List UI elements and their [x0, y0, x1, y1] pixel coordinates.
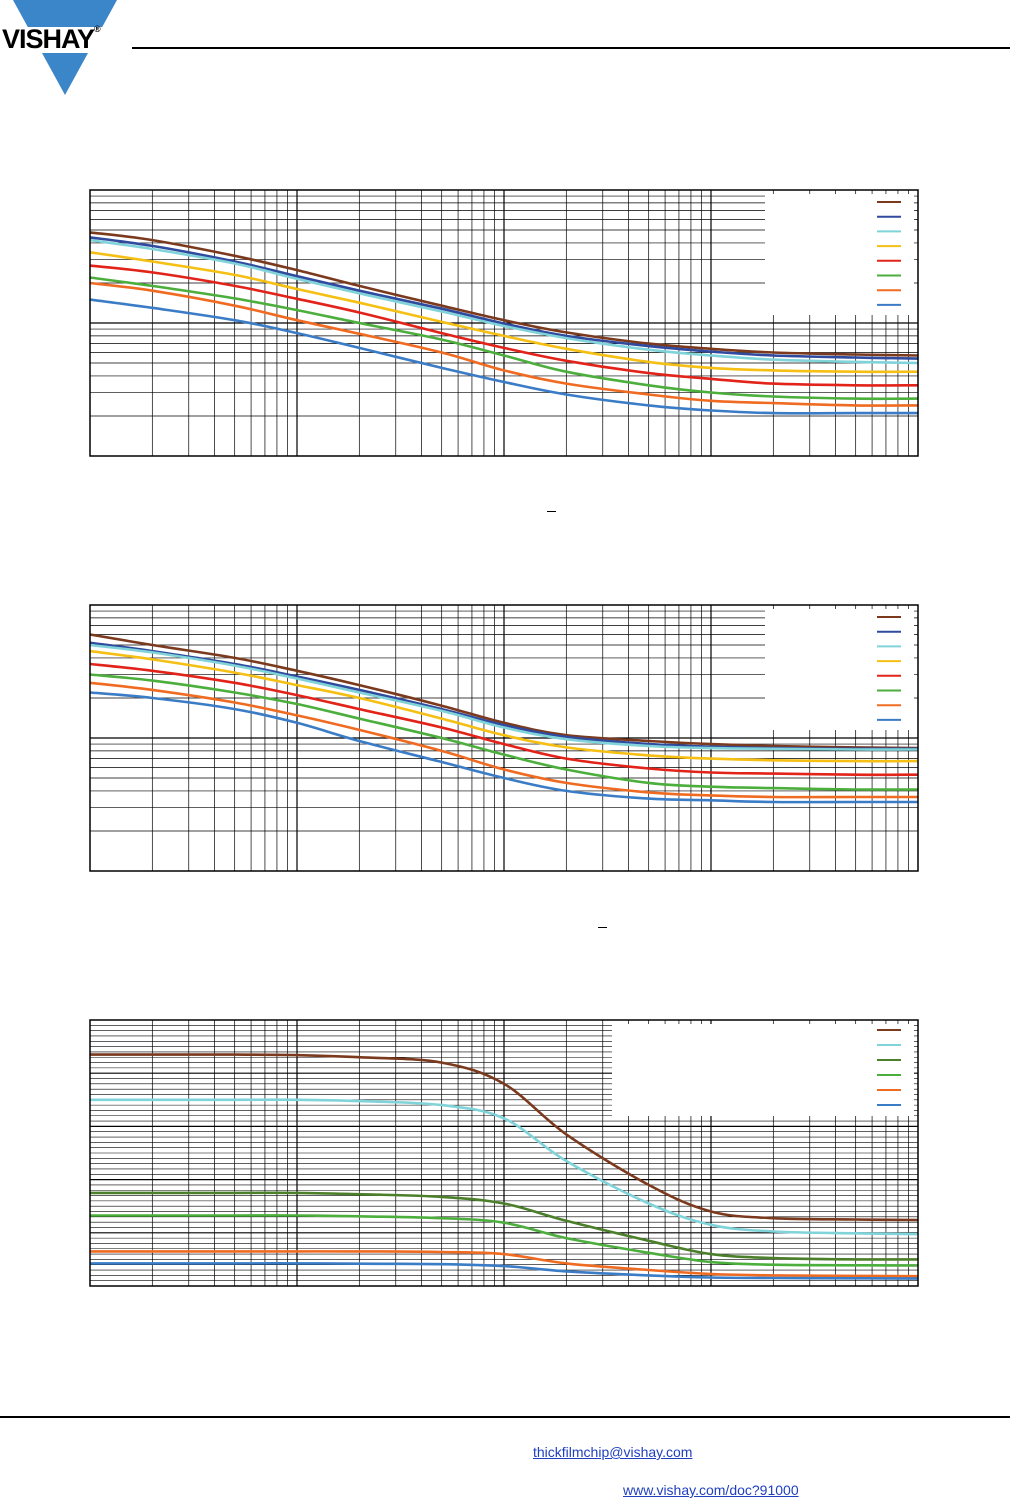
- legend: [765, 194, 914, 315]
- email-link[interactable]: thickfilmchip@vishay.com: [533, 1444, 693, 1460]
- chart-3-svg: [89, 1019, 919, 1287]
- chart-1-caption-mark: [547, 511, 556, 512]
- series-line-3: [89, 643, 919, 751]
- series-line-8: [89, 298, 918, 415]
- legend: [612, 1024, 914, 1116]
- series-line-4: [90, 1214, 919, 1267]
- series-line-5: [89, 264, 919, 387]
- series-line-7: [89, 281, 919, 407]
- series-line-7: [89, 681, 918, 799]
- plot-frame: [89, 604, 919, 872]
- legend-box: [612, 1024, 914, 1116]
- series-line-2: [89, 1098, 919, 1236]
- legend-box: [765, 194, 914, 315]
- website-link[interactable]: www.vishay.com/doc?91000: [623, 1482, 799, 1498]
- vishay-logo-mark-icon: [0, 0, 118, 95]
- legend: [765, 609, 914, 730]
- plot-frame: [89, 189, 919, 457]
- header-rule: [132, 47, 1010, 49]
- series: [89, 1053, 919, 1280]
- legend-box: [765, 609, 914, 730]
- plot-frame: [89, 1019, 919, 1287]
- chart-2-svg: [89, 604, 919, 872]
- series-line-4: [89, 649, 919, 763]
- series-line-6: [90, 1262, 919, 1280]
- series-line-8: [89, 691, 918, 804]
- chart-2: [89, 604, 919, 872]
- series-line-6: [89, 673, 919, 791]
- chart-2-caption-mark: [598, 927, 607, 928]
- series-line-5: [90, 1250, 919, 1278]
- series-line-3: [90, 1191, 919, 1261]
- series-line-5: [89, 662, 919, 777]
- series-line-3: [89, 238, 919, 365]
- vishay-logo: VISHAY®: [0, 0, 130, 100]
- chart-1: [89, 189, 919, 457]
- series-line-1: [89, 231, 919, 357]
- series: [89, 633, 919, 804]
- series-line-6: [89, 276, 919, 401]
- logo-text: VISHAY®: [2, 24, 101, 55]
- logo-registered-mark: ®: [94, 24, 101, 34]
- series-line-1: [89, 633, 919, 750]
- chart-1-svg: [89, 189, 919, 457]
- footer-rule: [0, 1416, 1010, 1418]
- series: [89, 231, 919, 415]
- chart-3: [89, 1019, 919, 1287]
- series-line-2: [89, 236, 919, 360]
- series-line-4: [89, 251, 919, 374]
- series-line-1: [90, 1053, 919, 1222]
- logo-wordmark: VISHAY: [2, 24, 95, 54]
